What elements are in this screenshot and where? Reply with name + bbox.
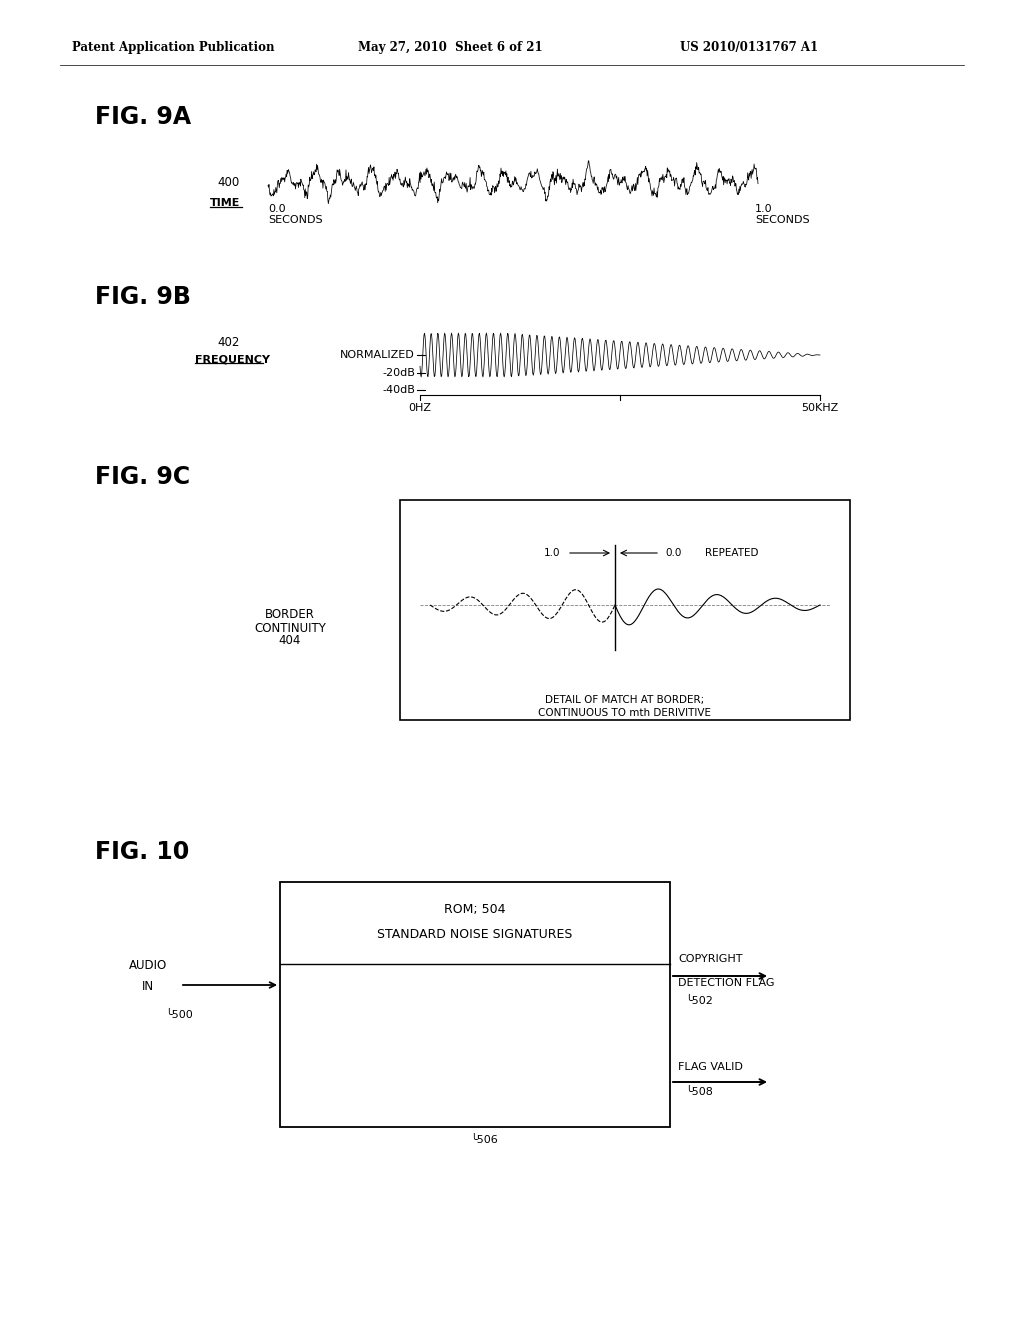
- Text: 50KHZ: 50KHZ: [802, 403, 839, 413]
- Text: ╰500: ╰500: [165, 1010, 193, 1020]
- Text: May 27, 2010  Sheet 6 of 21: May 27, 2010 Sheet 6 of 21: [358, 41, 543, 54]
- Text: 0.0: 0.0: [268, 205, 286, 214]
- Text: NORMALIZED: NORMALIZED: [340, 350, 415, 360]
- Text: FIG. 9B: FIG. 9B: [95, 285, 190, 309]
- Text: AUDIO: AUDIO: [129, 960, 167, 972]
- Text: 404: 404: [279, 635, 301, 648]
- Text: CONTINUITY: CONTINUITY: [254, 622, 326, 635]
- Text: 1.0: 1.0: [755, 205, 773, 214]
- Text: DETECTION FLAG: DETECTION FLAG: [678, 978, 774, 987]
- Text: IN: IN: [142, 979, 154, 993]
- Text: ╰502: ╰502: [685, 997, 713, 1006]
- Text: STANDARD NOISE SIGNATURES: STANDARD NOISE SIGNATURES: [377, 928, 572, 940]
- Text: 0.0: 0.0: [665, 548, 681, 558]
- Text: ╰508: ╰508: [685, 1086, 713, 1097]
- Text: 0HZ: 0HZ: [409, 403, 431, 413]
- Text: ROM; 504: ROM; 504: [444, 903, 506, 916]
- Text: 400: 400: [218, 176, 240, 189]
- Text: 402: 402: [218, 335, 240, 348]
- Text: -20dB: -20dB: [382, 368, 415, 378]
- Text: ╰506: ╰506: [470, 1135, 498, 1144]
- Text: FLAG VALID: FLAG VALID: [678, 1063, 742, 1072]
- Text: FIG. 10: FIG. 10: [95, 840, 189, 865]
- Text: CONTINUOUS TO mth DERIVITIVE: CONTINUOUS TO mth DERIVITIVE: [539, 708, 712, 718]
- Text: -40dB: -40dB: [382, 385, 415, 395]
- Text: FIG. 9C: FIG. 9C: [95, 465, 190, 488]
- Text: BORDER: BORDER: [265, 609, 315, 622]
- Text: DETAIL OF MATCH AT BORDER;: DETAIL OF MATCH AT BORDER;: [546, 696, 705, 705]
- Text: TIME: TIME: [210, 198, 241, 209]
- Text: REPEATED: REPEATED: [705, 548, 759, 558]
- Bar: [400, 500, 850, 719]
- Text: US 2010/0131767 A1: US 2010/0131767 A1: [680, 41, 818, 54]
- Bar: [280, 882, 670, 1127]
- Text: Patent Application Publication: Patent Application Publication: [72, 41, 274, 54]
- Text: FREQUENCY: FREQUENCY: [195, 355, 270, 366]
- Text: FIG. 9A: FIG. 9A: [95, 106, 191, 129]
- Text: COPYRIGHT: COPYRIGHT: [678, 954, 742, 964]
- Text: 1.0: 1.0: [544, 548, 560, 558]
- Text: SECONDS: SECONDS: [755, 215, 810, 224]
- Text: SECONDS: SECONDS: [268, 215, 323, 224]
